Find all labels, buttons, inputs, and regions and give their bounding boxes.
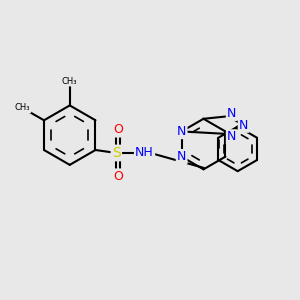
Text: CH₃: CH₃	[62, 76, 77, 85]
Text: N: N	[177, 125, 186, 138]
Text: N: N	[227, 107, 236, 120]
Text: S: S	[112, 146, 121, 160]
Text: N: N	[227, 130, 236, 143]
Text: O: O	[113, 170, 123, 183]
Text: N: N	[177, 150, 186, 163]
Text: CH₃: CH₃	[15, 103, 30, 112]
Text: NH: NH	[135, 146, 154, 160]
Text: N: N	[239, 118, 248, 132]
Text: O: O	[113, 123, 123, 136]
